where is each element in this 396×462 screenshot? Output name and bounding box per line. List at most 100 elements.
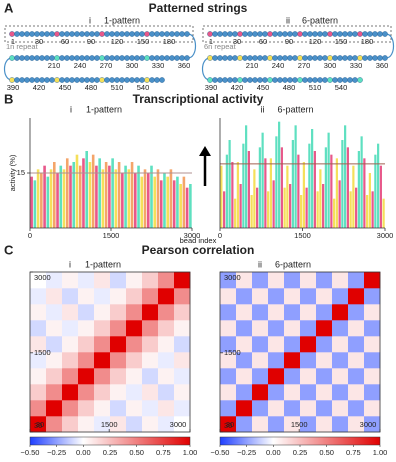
heatmap-cell (252, 320, 269, 337)
heatmap-cell (46, 320, 63, 337)
heatmap-cell (174, 336, 191, 353)
heatmap-cell (78, 368, 95, 385)
heatmap-cell (62, 368, 79, 385)
heatmap-cell (126, 336, 143, 353)
bar (182, 176, 186, 228)
bar (319, 169, 322, 228)
bar (382, 198, 385, 228)
bead-number: 480 (283, 83, 296, 92)
x-tick-label: 30 (226, 420, 234, 429)
bead (242, 77, 248, 83)
bar (344, 125, 347, 228)
bead (174, 55, 180, 61)
heatmap-cell (126, 400, 143, 417)
bead (337, 77, 343, 83)
heatmap-cell (30, 320, 47, 337)
bead (327, 77, 333, 83)
heatmap-cell (268, 320, 285, 337)
colorbar-tick-label: 0.50 (319, 448, 334, 457)
bead-number: 330 (152, 61, 165, 70)
heatmap-cell (316, 320, 333, 337)
bead (84, 55, 90, 61)
section-letter: A (4, 0, 14, 15)
bead-number: 180 (163, 37, 176, 46)
heatmap-cell (142, 416, 159, 433)
heatmap-cell (94, 304, 111, 321)
bead (227, 55, 233, 61)
heatmap-cell (300, 304, 317, 321)
bead (144, 77, 150, 83)
heatmap-cell (158, 400, 175, 417)
repeat-label: 6n repeat (204, 42, 237, 51)
heatmap-cell (332, 320, 349, 337)
heatmap-cell (364, 416, 381, 433)
heatmap-cell (316, 400, 333, 417)
bead (129, 31, 135, 37)
bar (366, 195, 369, 228)
heatmap-cell (348, 400, 365, 417)
bead (327, 55, 333, 61)
bead (247, 77, 253, 83)
heatmap-cell (46, 368, 63, 385)
heatmap-cell (236, 288, 253, 305)
bar (357, 151, 360, 228)
heatmap-cell (220, 368, 237, 385)
heatmap-cell (252, 416, 269, 433)
heatmap-cell (94, 288, 111, 305)
heatmap-cell (348, 320, 365, 337)
heatmap-cell (158, 288, 175, 305)
bead (79, 77, 85, 83)
bead-number: 60 (61, 37, 69, 46)
colorbar-tick-label: −0.25 (237, 448, 256, 457)
heatmap-cell (348, 384, 365, 401)
bead (64, 31, 70, 37)
colorbar (29, 436, 191, 446)
bar (239, 184, 242, 228)
bar (85, 151, 88, 228)
bar (43, 165, 46, 228)
heatmap-cell (236, 416, 253, 433)
bar (59, 165, 63, 228)
heatmap-cell (332, 304, 349, 321)
bead (292, 55, 298, 61)
heatmap-cell (316, 368, 333, 385)
section-title: Pearson correlation (142, 243, 255, 257)
bead (287, 77, 293, 83)
bead-number: 480 (85, 83, 98, 92)
bead-number: 390 (7, 83, 20, 92)
bar (134, 173, 137, 228)
bead (84, 77, 90, 83)
repeat-box (202, 25, 392, 43)
bead (119, 55, 125, 61)
heatmap-cell (220, 384, 237, 401)
heatmap-cell (332, 416, 349, 433)
bead-number: 210 (48, 61, 61, 70)
x-tick-label: 1500 (101, 420, 118, 429)
y-tick-label: 30 (34, 421, 42, 430)
colorbar-tick-label: 0.25 (103, 448, 118, 457)
bar (137, 165, 140, 228)
bead (89, 55, 95, 61)
bead (317, 77, 323, 83)
bead (377, 31, 383, 37)
bead-number: 180 (361, 37, 374, 46)
heatmap-cell (220, 304, 237, 321)
heatmap-cell (126, 304, 143, 321)
bead (164, 55, 170, 61)
bar (62, 169, 66, 228)
bead (257, 77, 263, 83)
bead (352, 31, 358, 37)
bead (252, 55, 258, 61)
bead (174, 31, 180, 37)
bead (227, 31, 233, 37)
bead (114, 31, 120, 37)
bar (69, 165, 72, 228)
heatmap-cell (62, 272, 79, 289)
bead (367, 31, 373, 37)
bead-number: 540 (137, 83, 150, 92)
bead (342, 31, 348, 37)
bar (53, 162, 56, 228)
heatmap-cell (364, 304, 381, 321)
heatmap-cell (158, 384, 175, 401)
bar (258, 147, 261, 228)
